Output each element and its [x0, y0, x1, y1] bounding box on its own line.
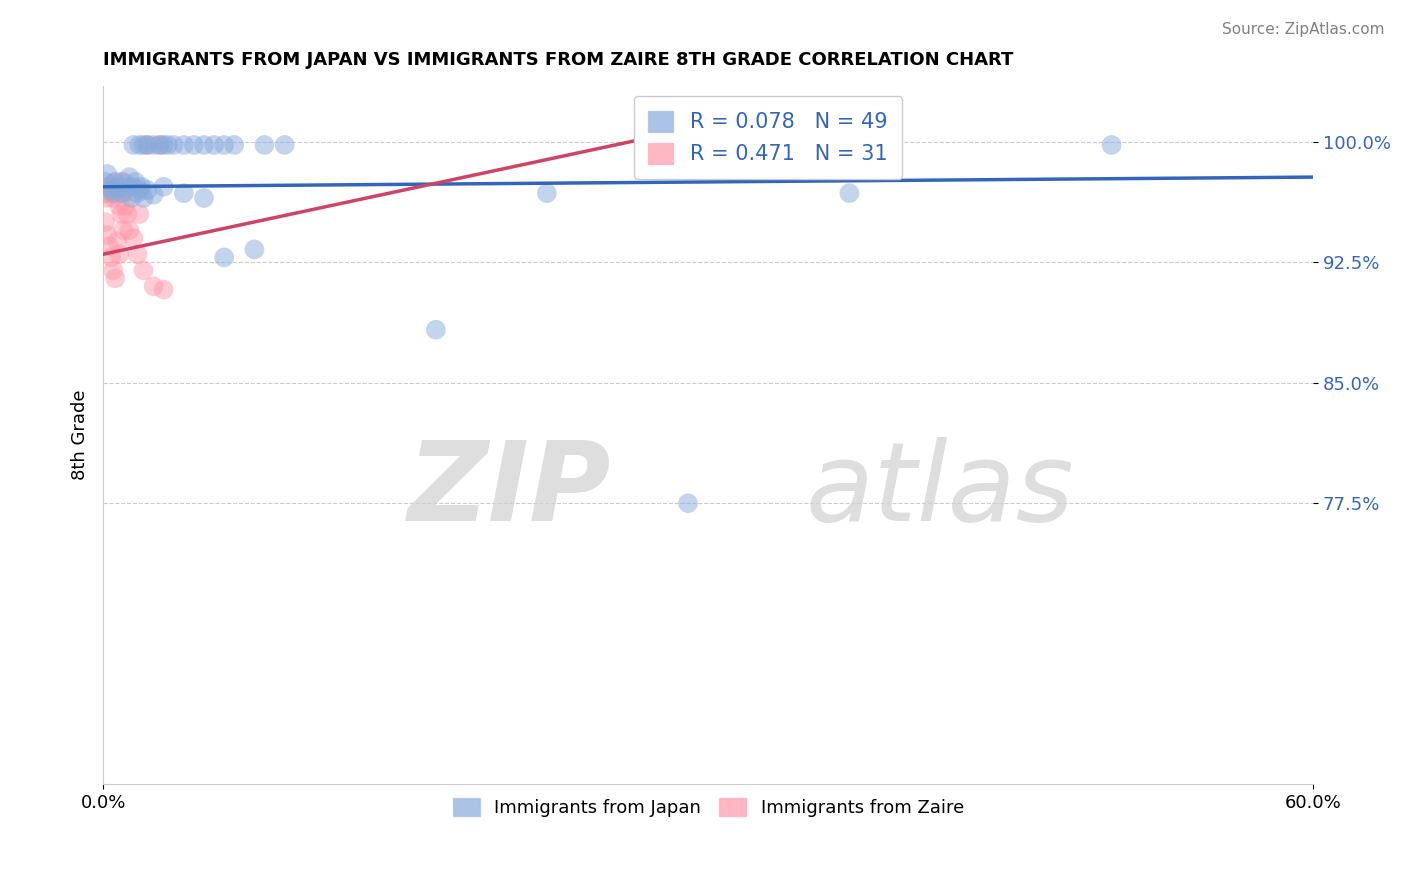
- Point: [136, 183, 159, 197]
- Point: [94, 186, 117, 201]
- Point: [156, 138, 179, 153]
- Text: IMMIGRANTS FROM JAPAN VS IMMIGRANTS FROM ZAIRE 8TH GRADE CORRELATION CHART: IMMIGRANTS FROM JAPAN VS IMMIGRANTS FROM…: [103, 51, 1014, 69]
- Point: [100, 183, 122, 197]
- Point: [173, 138, 195, 153]
- Point: [173, 186, 195, 201]
- Point: [142, 138, 165, 153]
- Point: [112, 186, 135, 201]
- Point: [273, 138, 295, 153]
- Point: [118, 170, 141, 185]
- Point: [212, 251, 235, 265]
- Point: [104, 271, 127, 285]
- Point: [103, 263, 125, 277]
- Point: [127, 186, 149, 201]
- Point: [243, 243, 266, 257]
- Point: [132, 263, 155, 277]
- Point: [105, 179, 128, 194]
- Point: [110, 186, 132, 201]
- Point: [425, 323, 447, 337]
- Point: [96, 167, 118, 181]
- Point: [838, 186, 860, 201]
- Point: [132, 138, 155, 153]
- Point: [114, 183, 136, 197]
- Text: ZIP: ZIP: [408, 437, 612, 544]
- Point: [108, 247, 131, 261]
- Point: [224, 138, 246, 153]
- Point: [117, 179, 139, 194]
- Point: [98, 179, 121, 194]
- Point: [103, 191, 125, 205]
- Point: [108, 181, 131, 195]
- Point: [105, 235, 128, 249]
- Point: [152, 283, 174, 297]
- Text: Source: ZipAtlas.com: Source: ZipAtlas.com: [1222, 22, 1385, 37]
- Point: [122, 231, 145, 245]
- Point: [114, 199, 136, 213]
- Point: [122, 179, 145, 194]
- Point: [193, 138, 215, 153]
- Point: [149, 138, 172, 153]
- Point: [120, 191, 142, 205]
- Point: [94, 215, 117, 229]
- Point: [149, 138, 172, 153]
- Point: [212, 138, 235, 153]
- Point: [127, 247, 149, 261]
- Point: [142, 187, 165, 202]
- Point: [253, 138, 276, 153]
- Point: [152, 138, 174, 153]
- Point: [128, 207, 150, 221]
- Point: [112, 175, 135, 189]
- Point: [103, 186, 125, 201]
- Point: [1101, 138, 1123, 153]
- Point: [136, 138, 159, 153]
- Point: [104, 175, 127, 189]
- Point: [202, 138, 225, 153]
- Point: [183, 138, 205, 153]
- Point: [96, 227, 118, 242]
- Point: [98, 179, 121, 194]
- Point: [163, 138, 186, 153]
- Point: [100, 251, 122, 265]
- Point: [110, 175, 132, 189]
- Point: [110, 207, 132, 221]
- Point: [118, 223, 141, 237]
- Point: [94, 175, 117, 189]
- Y-axis label: 8th Grade: 8th Grade: [72, 390, 89, 480]
- Point: [142, 279, 165, 293]
- Point: [132, 191, 155, 205]
- Point: [536, 186, 558, 201]
- Point: [124, 175, 146, 189]
- Legend: Immigrants from Japan, Immigrants from Zaire: Immigrants from Japan, Immigrants from Z…: [446, 790, 972, 824]
- Point: [122, 138, 145, 153]
- Point: [131, 179, 153, 194]
- Point: [128, 138, 150, 153]
- Point: [108, 199, 131, 213]
- Point: [112, 223, 135, 237]
- Point: [100, 186, 122, 201]
- Point: [98, 239, 121, 253]
- Point: [136, 138, 159, 153]
- Text: atlas: atlas: [806, 437, 1074, 544]
- Point: [104, 175, 127, 189]
- Point: [128, 183, 150, 197]
- Point: [152, 179, 174, 194]
- Point: [117, 207, 139, 221]
- Point: [105, 183, 128, 197]
- Point: [96, 191, 118, 205]
- Point: [193, 191, 215, 205]
- Point: [676, 496, 699, 510]
